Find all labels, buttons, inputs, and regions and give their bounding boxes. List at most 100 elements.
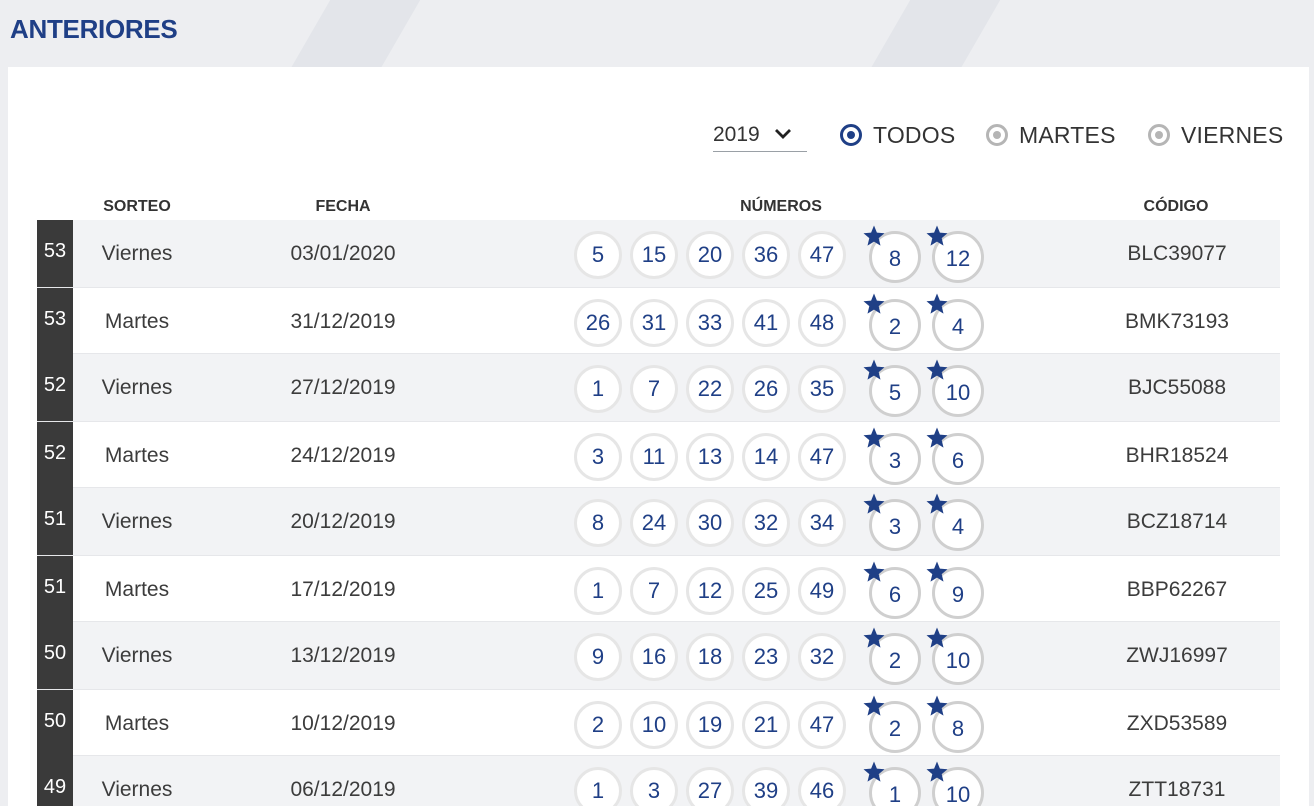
star-number: 2 [888, 716, 902, 741]
week-badge: 51 [37, 488, 73, 555]
star-icon [862, 358, 886, 382]
filter-todos[interactable]: TODOS [840, 119, 955, 151]
number-ball: 47 [798, 701, 846, 749]
number-ball: 18 [686, 633, 734, 681]
star-icon [862, 224, 886, 248]
week-badge: 50 [37, 622, 73, 689]
star-ball: 4 [926, 293, 984, 351]
number-ball: 24 [630, 499, 678, 547]
week-badge: 49 [37, 756, 73, 806]
draw-day: Viernes [101, 242, 173, 265]
column-header-numeros: NÚMEROS [740, 198, 822, 215]
number-ball: 16 [630, 633, 678, 681]
draw-day: Martes [104, 712, 170, 735]
star-icon [925, 492, 949, 516]
filter-viernes[interactable]: VIERNES [1148, 119, 1283, 151]
draw-date: 31/12/2019 [290, 310, 396, 333]
table-row: 50 Martes 10/12/2019 2 10 19 21 47 2 8 Z… [37, 689, 1280, 757]
table-row: 53 Martes 31/12/2019 26 31 33 41 48 2 4 … [37, 287, 1280, 355]
star-icon [925, 292, 949, 316]
star-number: 9 [951, 582, 965, 607]
table-row: 51 Viernes 20/12/2019 8 24 30 32 34 3 4 … [37, 488, 1280, 555]
star-icon [862, 694, 886, 718]
number-ball: 23 [742, 633, 790, 681]
star-icon [925, 694, 949, 718]
number-ball: 30 [686, 499, 734, 547]
draw-day: Martes [104, 310, 170, 333]
week-badge: 53 [37, 220, 73, 287]
star-ball: 2 [863, 627, 921, 685]
table-row: 50 Viernes 13/12/2019 9 16 18 23 32 2 10… [37, 622, 1280, 689]
column-header-codigo: CÓDIGO [1143, 198, 1209, 215]
number-ball: 15 [630, 231, 678, 279]
number-ball: 32 [798, 633, 846, 681]
radio-icon [986, 124, 1008, 146]
filters-bar: 2019 TODOS MARTES VIERNES [8, 119, 1309, 155]
radio-icon [840, 124, 862, 146]
number-ball: 9 [574, 633, 622, 681]
table-row: 51 Martes 17/12/2019 1 7 12 25 49 6 9 BB… [37, 555, 1280, 623]
year-select[interactable]: 2019 [713, 119, 807, 152]
star-number: 4 [951, 314, 965, 339]
number-ball: 2 [574, 701, 622, 749]
draw-date: 03/01/2020 [290, 242, 396, 265]
star-number: 3 [888, 448, 902, 473]
number-ball: 11 [630, 433, 678, 481]
number-ball: 32 [742, 499, 790, 547]
results-card: 2019 TODOS MARTES VIERNES SORTEO FECHA N… [8, 67, 1309, 806]
star-number: 10 [945, 782, 971, 806]
star-number: 1 [888, 782, 902, 806]
star-icon [862, 760, 886, 784]
number-ball: 1 [574, 365, 622, 413]
draw-code: BCZ18714 [1126, 510, 1228, 533]
star-ball: 5 [863, 359, 921, 417]
star-icon [925, 358, 949, 382]
filter-label: TODOS [873, 121, 956, 148]
number-ball: 7 [630, 567, 678, 615]
number-ball: 36 [742, 231, 790, 279]
number-ball: 22 [686, 365, 734, 413]
star-ball: 10 [926, 761, 984, 806]
week-badge: 51 [37, 556, 73, 623]
table-row: 49 Viernes 06/12/2019 1 3 27 39 46 1 10 … [37, 756, 1280, 806]
filter-label: MARTES [1019, 121, 1116, 148]
week-badge: 52 [37, 422, 73, 489]
star-number: 12 [945, 246, 971, 271]
number-ball: 19 [686, 701, 734, 749]
draw-day: Viernes [101, 376, 173, 399]
star-number: 10 [945, 648, 971, 673]
draw-date: 24/12/2019 [290, 444, 396, 467]
number-ball: 12 [686, 567, 734, 615]
draw-date: 06/12/2019 [290, 778, 396, 801]
draw-date: 17/12/2019 [290, 578, 396, 601]
number-ball: 1 [574, 767, 622, 806]
star-icon [925, 224, 949, 248]
column-header-sorteo: SORTEO [103, 198, 171, 215]
star-ball: 10 [926, 627, 984, 685]
star-ball: 4 [926, 493, 984, 551]
number-ball: 34 [798, 499, 846, 547]
star-ball: 9 [926, 561, 984, 619]
draw-day: Viernes [101, 778, 173, 801]
number-ball: 8 [574, 499, 622, 547]
star-icon [862, 626, 886, 650]
star-ball: 2 [863, 293, 921, 351]
number-ball: 41 [742, 299, 790, 347]
number-ball: 3 [574, 433, 622, 481]
number-ball: 20 [686, 231, 734, 279]
filter-martes[interactable]: MARTES [986, 119, 1116, 151]
draw-code: BMK73193 [1125, 310, 1229, 333]
star-ball: 8 [863, 225, 921, 283]
number-ball: 25 [742, 567, 790, 615]
star-icon [862, 426, 886, 450]
week-badge: 53 [37, 288, 73, 355]
draw-code: ZXD53589 [1126, 712, 1228, 735]
week-badge: 50 [37, 690, 73, 757]
draw-date: 27/12/2019 [290, 376, 396, 399]
star-ball: 10 [926, 359, 984, 417]
star-ball: 2 [863, 695, 921, 753]
draw-date: 13/12/2019 [290, 644, 396, 667]
number-ball: 21 [742, 701, 790, 749]
week-badge: 52 [37, 354, 73, 421]
star-number: 4 [951, 514, 965, 539]
